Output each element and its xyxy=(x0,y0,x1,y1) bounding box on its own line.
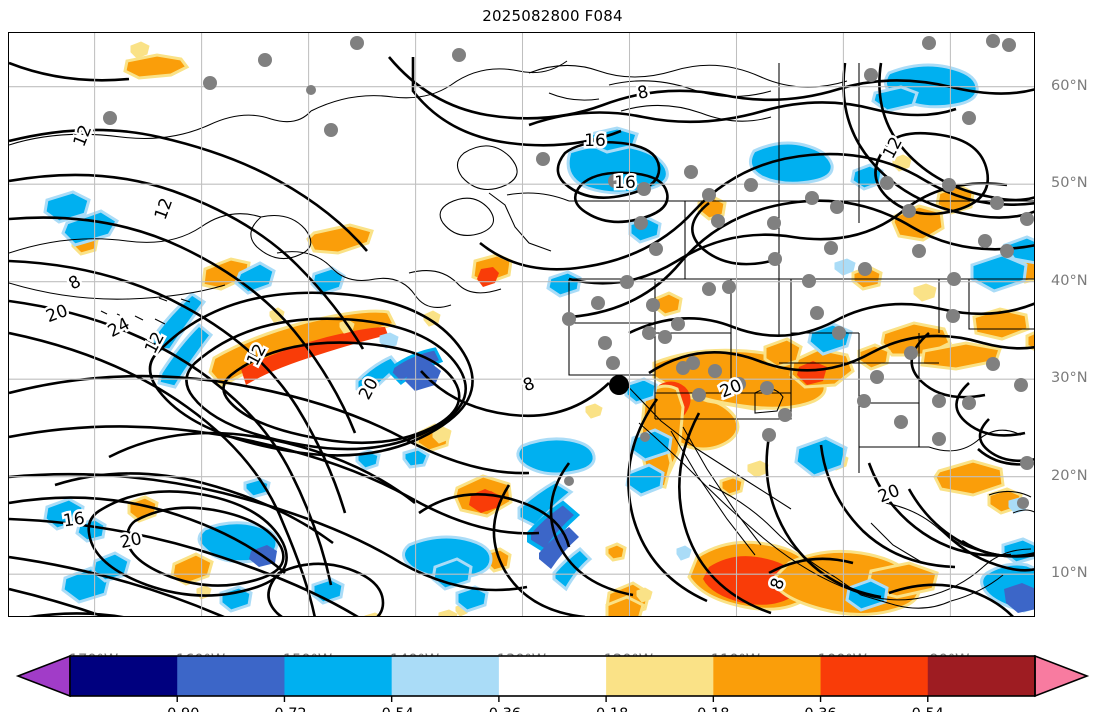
colorbar-tick-label-5: 0.18 xyxy=(697,706,729,712)
colorbar-tick-label-0: −0.90 xyxy=(155,706,199,712)
station-markers xyxy=(103,34,1034,509)
contour-label-7: 20 xyxy=(43,301,70,327)
lat-label-0: 60°N xyxy=(1051,77,1088,94)
storm-center-marker xyxy=(609,375,629,395)
map-panel: 1281616121282024121220820162020828243228… xyxy=(8,32,1088,668)
colorbar-band-3 xyxy=(391,656,500,696)
colorbar-band-6 xyxy=(713,656,821,696)
map-canvas: 1281616121282024121220820162020828243228 xyxy=(9,33,1034,616)
colorbar-extend-low xyxy=(15,654,71,698)
colorbar-tick-label-2: −0.54 xyxy=(369,706,413,712)
map-frame: 1281616121282024121220820162020828243228 xyxy=(8,32,1035,617)
contour-label-2: 16 xyxy=(584,131,606,151)
colorbar-bands xyxy=(15,654,1090,698)
lat-label-2: 40°N xyxy=(1051,272,1088,289)
colorbar-canvas: −0.90 −0.72 −0.54 −0.36 −0.18 0.18 0.36 0.54 xyxy=(15,654,1090,712)
contour-label-15: 20 xyxy=(118,529,143,553)
contour-label-3: 16 xyxy=(614,173,636,193)
colorbar-band-4 xyxy=(498,656,607,696)
colorbar[interactable]: −0.90 −0.72 −0.54 −0.36 −0.18 0.18 0.36 0.54 xyxy=(0,648,1105,712)
graticule xyxy=(9,33,1034,616)
colorbar-ticks xyxy=(176,696,929,702)
colorbar-tick-label-4: −0.18 xyxy=(584,706,628,712)
colorbar-tick-label-3: −0.36 xyxy=(477,706,521,712)
contour-label-14: 16 xyxy=(62,509,86,532)
contour-label-1: 8 xyxy=(636,82,651,104)
contour-label-12: 8 xyxy=(520,374,537,396)
colorbar-tick-labels: −0.90 −0.72 −0.54 −0.36 −0.18 0.18 0.36 0.54 xyxy=(155,706,944,712)
contour-lines xyxy=(9,56,1034,616)
lat-label-5: 10°N xyxy=(1051,565,1088,582)
contour-label-6: 8 xyxy=(66,272,85,295)
colorbar-band-0 xyxy=(70,656,178,696)
colorbar-tick-label-6: 0.36 xyxy=(804,706,836,712)
figure-title: 2025082800 F084 xyxy=(482,7,623,25)
lat-label-3: 30°N xyxy=(1051,370,1088,387)
contour-label-8: 24 xyxy=(105,314,133,342)
colorbar-tick-label-7: 0.54 xyxy=(912,706,944,712)
anomaly-shading xyxy=(43,41,1034,616)
colorbar-band-5 xyxy=(606,656,714,696)
colorbar-outline xyxy=(69,655,1036,697)
lat-label-1: 50°N xyxy=(1051,175,1088,192)
lat-label-4: 20°N xyxy=(1051,467,1088,484)
contour-label-5: 12 xyxy=(151,195,177,222)
colorbar-band-7 xyxy=(820,656,929,696)
colorbar-band-1 xyxy=(177,656,285,696)
colorbar-band-2 xyxy=(284,656,393,696)
colorbar-tick-label-1: −0.72 xyxy=(262,706,306,712)
colorbar-extend-high xyxy=(1034,654,1090,698)
colorbar-band-8 xyxy=(927,656,1036,696)
contour-label-0: 12 xyxy=(70,122,97,150)
